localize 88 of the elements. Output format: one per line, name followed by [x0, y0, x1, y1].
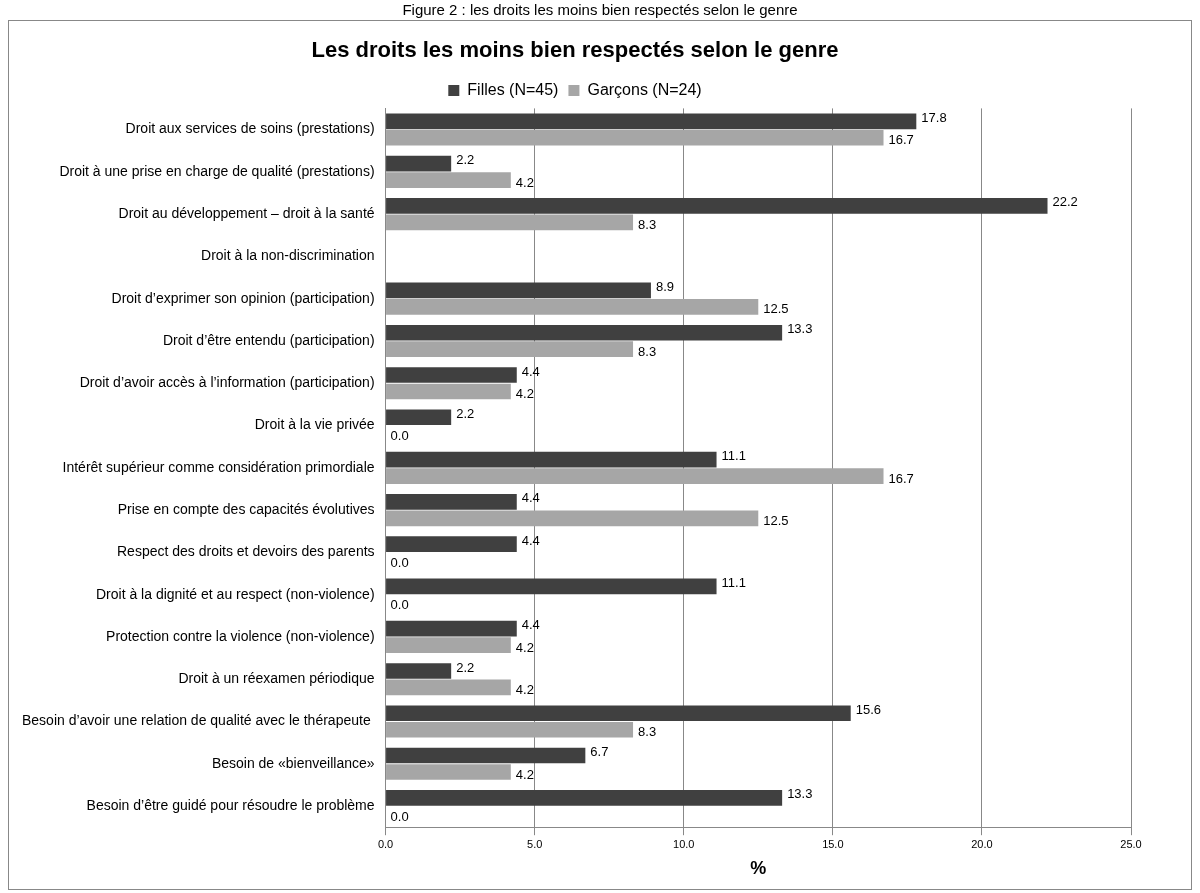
y-tick-label: Respect des droits et devoirs des parents — [116, 543, 375, 560]
bar — [386, 578, 717, 595]
data-label: 15.6 — [855, 701, 882, 717]
data-label: 16.7 — [888, 132, 914, 148]
data-label: 12.5 — [763, 512, 789, 528]
bar — [386, 468, 884, 484]
data-label: 0.0 — [390, 555, 409, 571]
y-tick-label: Droit à la vie privée — [254, 416, 375, 433]
x-tick-label: 25.0 — [1120, 837, 1142, 850]
bar — [386, 129, 884, 146]
data-label: 12.5 — [763, 301, 789, 317]
data-label: 8.3 — [638, 724, 657, 740]
x-axis-title: % — [750, 858, 767, 879]
data-label: 4.4 — [521, 363, 540, 379]
chart-title: Les droits les moins bien respectés selon le genre — [311, 37, 839, 63]
data-label: 2.2 — [456, 659, 475, 675]
y-tick-label: Droit à une prise en charge de qualité (prestations) — [59, 162, 375, 179]
bar — [386, 721, 634, 738]
y-tick-label: Besoin d’être guidé pour résoudre le problème — [86, 796, 375, 813]
bar — [386, 341, 634, 358]
y-tick-label: Droit aux services de soins (prestations) — [125, 120, 375, 137]
data-label: 2.2 — [456, 405, 475, 421]
data-label: 8.9 — [655, 279, 675, 294]
bar — [386, 282, 651, 299]
bar — [386, 494, 517, 510]
y-tick-label: Droit à un réexamen périodique — [178, 670, 375, 687]
y-tick-label: Protection contre la violence (non-violence) — [106, 627, 375, 644]
data-label: 4.2 — [515, 682, 534, 698]
bar — [386, 324, 783, 341]
bar — [386, 198, 1048, 214]
data-label: 0.0 — [390, 808, 409, 824]
bar — [386, 155, 452, 172]
data-label: 11.1 — [721, 574, 746, 590]
bar — [386, 663, 452, 679]
caption: Figure 2 : les droits les moins bien respectés selon le genre — [401, 0, 799, 20]
bar — [386, 620, 517, 637]
data-label: 13.3 — [787, 321, 813, 337]
bar — [386, 536, 517, 552]
data-label: 8.3 — [638, 343, 657, 359]
data-label: 6.7 — [590, 744, 609, 760]
legend-label: Garçons (N=24) — [587, 80, 702, 98]
data-label: 0.0 — [390, 597, 409, 613]
legend-label: Filles (N=45) — [467, 80, 559, 98]
bar — [386, 705, 851, 722]
bar — [386, 299, 759, 315]
bar — [386, 637, 511, 654]
bar — [386, 510, 759, 527]
y-tick-label: Prise en compte des capacités évolutives — [117, 500, 375, 517]
y-tick-label: Droit à la dignité et au respect (non-violence) — [95, 585, 375, 602]
bar — [386, 409, 452, 426]
y-tick-label: Droit d’être entendu (participation) — [162, 331, 375, 348]
data-label: 4.2 — [515, 386, 534, 402]
data-label: 4.2 — [515, 639, 534, 655]
x-tick-label: 15.0 — [822, 837, 844, 850]
data-label: 4.2 — [515, 174, 534, 190]
data-label: 4.4 — [521, 490, 540, 506]
bar — [386, 172, 511, 188]
bar — [386, 764, 511, 780]
bar — [386, 367, 517, 383]
bar — [386, 679, 511, 696]
y-tick-label: Intérêt supérieur comme considération primordiale — [62, 458, 375, 475]
y-tick-label: Droit à la non-discrimination — [201, 247, 375, 264]
y-tick-label: Droit au développement – droit à la santé — [118, 204, 375, 221]
data-label: 13.3 — [787, 786, 813, 802]
x-tick-label: 5.0 — [527, 837, 543, 850]
bar — [386, 789, 783, 806]
data-label: 16.7 — [888, 470, 914, 486]
bar — [386, 113, 917, 130]
bar — [386, 214, 634, 231]
y-tick-label: Droit d’exprimer son opinion (participation) — [111, 289, 375, 306]
y-tick-label: Droit d’avoir accès à l’information (participation) — [79, 374, 375, 391]
x-tick-label: 20.0 — [971, 837, 993, 850]
data-label: 17.8 — [921, 109, 947, 125]
data-label: 4.2 — [515, 766, 534, 782]
y-tick-label: Besoin d’avoir une relation de qualité avec le thérapeute — [21, 712, 375, 729]
data-label: 4.4 — [521, 532, 540, 548]
bar — [386, 747, 586, 764]
x-tick-label: 0.0 — [377, 837, 394, 850]
x-tick-label: 10.0 — [673, 837, 695, 850]
data-label: 22.2 — [1052, 194, 1078, 210]
data-label: 4.4 — [521, 617, 540, 633]
data-label: 8.3 — [638, 216, 657, 232]
data-label: 2.2 — [456, 152, 475, 168]
bar — [386, 383, 511, 400]
data-label: 0.0 — [390, 428, 409, 444]
data-label: 11.1 — [721, 448, 746, 464]
y-tick-label: Besoin de «bienveillance» — [211, 754, 375, 771]
bar — [386, 451, 717, 468]
